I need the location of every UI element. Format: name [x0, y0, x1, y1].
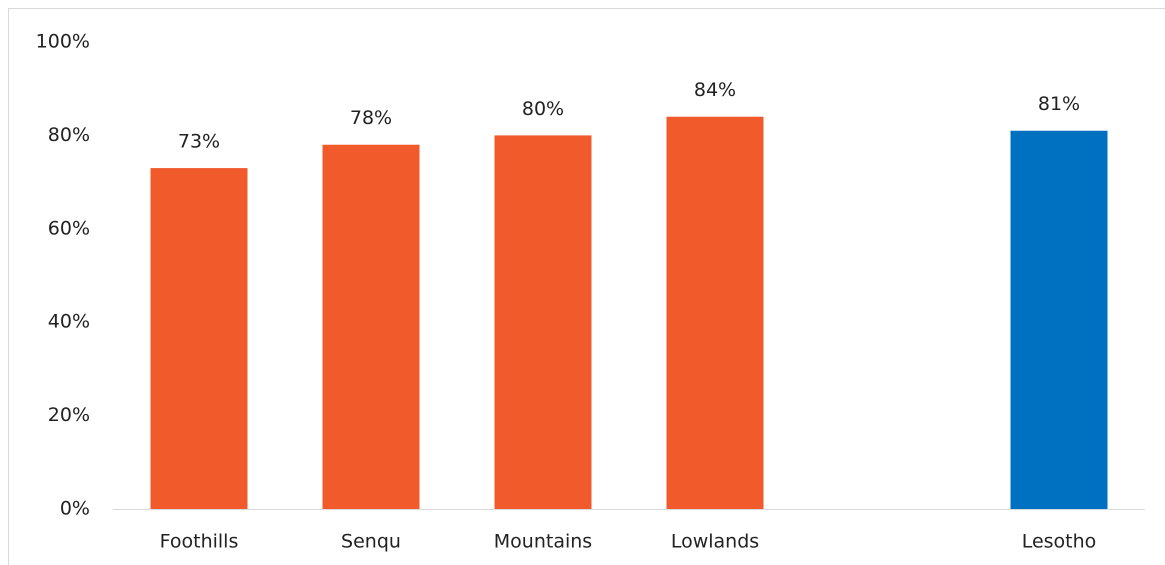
x-tick-label: Lowlands: [671, 531, 759, 553]
x-tick-label: Lesotho: [1022, 531, 1097, 553]
data-label: 80%: [522, 98, 564, 120]
data-label: 73%: [178, 131, 220, 153]
bar: [1010, 130, 1108, 510]
bar: [666, 116, 764, 509]
data-label: 84%: [694, 79, 736, 101]
y-tick-label: 20%: [48, 404, 90, 426]
y-tick-label: 0%: [60, 498, 90, 520]
x-tick-label: Foothills: [160, 531, 239, 553]
bar: [494, 135, 592, 509]
y-tick-label: 80%: [48, 124, 90, 146]
y-tick-label: 40%: [48, 311, 90, 333]
data-label: 78%: [350, 107, 392, 129]
bar: [150, 168, 248, 509]
x-tick-label: Mountains: [494, 531, 592, 553]
data-label: 81%: [1038, 93, 1080, 115]
bar: [322, 144, 420, 510]
x-tick-label: Senqu: [341, 531, 401, 553]
y-tick-label: 60%: [48, 217, 90, 239]
y-tick-label: 100%: [36, 31, 90, 53]
